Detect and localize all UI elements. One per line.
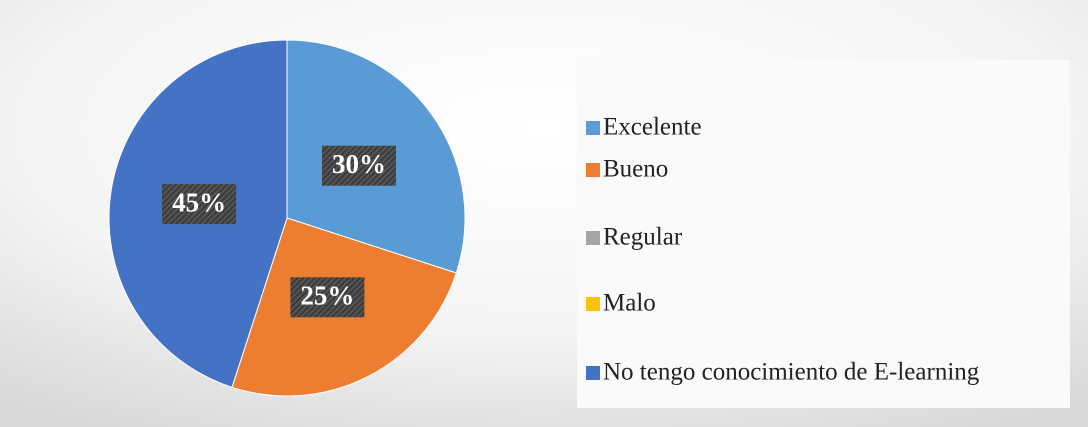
data-label: 30% — [332, 149, 386, 179]
legend-label: Malo — [603, 290, 656, 317]
legend-swatch — [586, 121, 600, 135]
legend-swatch — [586, 297, 600, 311]
data-label-box — [322, 145, 397, 186]
data-label: 25% — [300, 281, 354, 311]
data-label: 45% — [172, 187, 226, 217]
legend-label: Excelente — [603, 114, 702, 141]
legend-label: Bueno — [603, 156, 668, 183]
legend-swatch — [586, 231, 600, 245]
legend-swatch — [586, 163, 600, 177]
legend-swatch — [586, 366, 600, 380]
legend-label: Regular — [603, 224, 683, 251]
legend-label: No tengo conocimiento de E-learning — [603, 359, 980, 386]
data-label-box — [290, 277, 365, 318]
data-label-box — [162, 184, 237, 225]
legend-box — [577, 60, 1070, 408]
